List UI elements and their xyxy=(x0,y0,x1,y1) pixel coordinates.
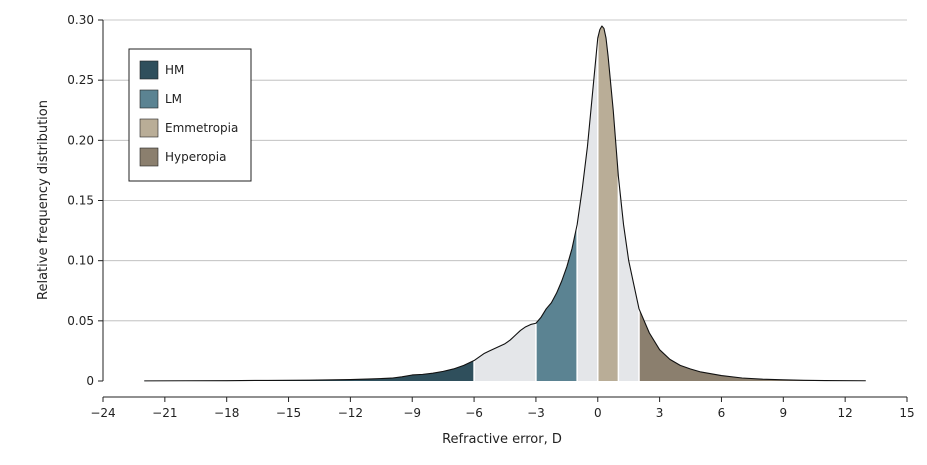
x-tick-label-10: 6 xyxy=(718,406,726,420)
legend: HM LM Emmetropia Hyperopia xyxy=(128,48,252,182)
x-tick-label-13: 15 xyxy=(899,406,914,420)
y-tick-label-6: 0.30 xyxy=(67,13,94,27)
y-tick-label-1: 0.05 xyxy=(67,314,94,328)
y-tick-label-5: 0.25 xyxy=(67,73,94,87)
region-gap-3 xyxy=(577,38,598,382)
y-axis-title: Relative frequency distribution xyxy=(36,100,51,300)
axes: 0 0.05 0.10 0.15 0.20 0.25 0.30 −24 −21 −18 −15 −12… xyxy=(67,13,914,420)
x-tick-label-0: −24 xyxy=(90,406,115,420)
distribution-curve xyxy=(144,25,866,382)
legend-swatch-emmetropia xyxy=(139,118,159,138)
legend-label-hyperopia: Hyperopia xyxy=(165,150,226,164)
x-tick-label-1: −21 xyxy=(152,406,177,420)
region-hyperopia xyxy=(639,308,866,381)
legend-swatch-lm xyxy=(139,89,159,109)
x-axis-title: Refractive error, D xyxy=(442,432,562,447)
x-tick-label-12: 12 xyxy=(838,406,853,420)
x-tick-label-5: −9 xyxy=(403,406,421,420)
y-tick-label-3: 0.15 xyxy=(67,194,94,208)
x-tick-label-11: 9 xyxy=(779,406,787,420)
x-tick-label-7: −3 xyxy=(527,406,545,420)
region-hm xyxy=(144,360,475,381)
y-tick-label-2: 0.10 xyxy=(67,254,94,268)
region-gap-1 xyxy=(474,323,536,381)
legend-label-hm: HM xyxy=(165,63,184,77)
x-tick-label-8: 0 xyxy=(594,406,602,420)
y-tick-label-4: 0.20 xyxy=(67,133,94,147)
legend-swatch-hyperopia xyxy=(139,147,159,167)
legend-swatch-hm xyxy=(139,60,159,80)
x-tick-label-2: −18 xyxy=(214,406,239,420)
x-tick-label-6: −6 xyxy=(465,406,483,420)
distribution-areas xyxy=(144,25,866,382)
y-tick-label-0: 0 xyxy=(86,374,94,388)
x-tick-label-9: 3 xyxy=(656,406,664,420)
legend-label-lm: LM xyxy=(165,92,182,106)
x-tick-label-4: −12 xyxy=(338,406,363,420)
region-lm xyxy=(535,224,578,381)
region-emmetropia xyxy=(597,26,619,382)
x-tick-label-3: −15 xyxy=(276,406,301,420)
legend-label-emmetropia: Emmetropia xyxy=(165,121,238,135)
